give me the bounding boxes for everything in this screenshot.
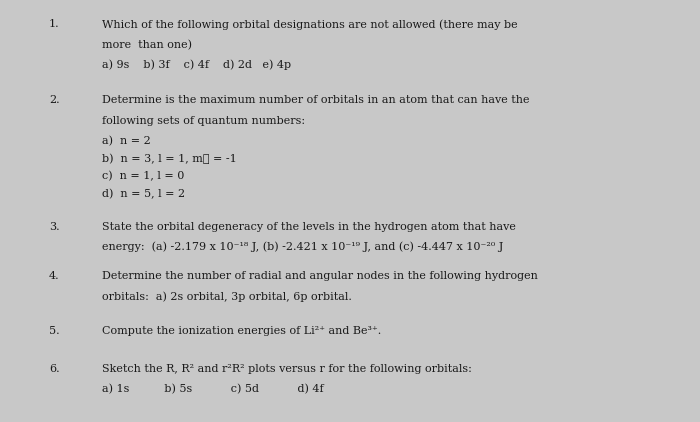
Text: 2.: 2. [49, 95, 60, 105]
Text: 1.: 1. [49, 19, 60, 29]
Text: Determine the number of radial and angular nodes in the following hydrogen: Determine the number of radial and angul… [102, 271, 538, 281]
Text: 3.: 3. [49, 222, 60, 232]
Text: Which of the following orbital designations are not allowed (there may be: Which of the following orbital designati… [102, 19, 517, 30]
Text: State the orbital degeneracy of the levels in the hydrogen atom that have: State the orbital degeneracy of the leve… [102, 222, 515, 232]
Text: a)  n = 2: a) n = 2 [102, 136, 150, 146]
Text: Determine is the maximum number of orbitals in an atom that can have the: Determine is the maximum number of orbit… [102, 95, 529, 105]
Text: following sets of quantum numbers:: following sets of quantum numbers: [102, 116, 304, 126]
Text: b)  n = 3, l = 1, mℓ = -1: b) n = 3, l = 1, mℓ = -1 [102, 154, 237, 164]
Text: orbitals:  a) 2s orbital, 3p orbital, 6p orbital.: orbitals: a) 2s orbital, 3p orbital, 6p … [102, 291, 351, 302]
Text: Sketch the R, R² and r²R² plots versus r for the following orbitals:: Sketch the R, R² and r²R² plots versus r… [102, 364, 471, 374]
Text: a) 1s          b) 5s           c) 5d           d) 4f: a) 1s b) 5s c) 5d d) 4f [102, 384, 323, 394]
Text: a) 9s    b) 3f    c) 4f    d) 2d   e) 4p: a) 9s b) 3f c) 4f d) 2d e) 4p [102, 60, 290, 70]
Text: 4.: 4. [49, 271, 60, 281]
Text: c)  n = 1, l = 0: c) n = 1, l = 0 [102, 171, 184, 182]
Text: more  than one): more than one) [102, 40, 192, 50]
Text: energy:  (a) -2.179 x 10⁻¹⁸ J, (b) -2.421 x 10⁻¹⁹ J, and (c) -4.447 x 10⁻²⁰ J: energy: (a) -2.179 x 10⁻¹⁸ J, (b) -2.421… [102, 242, 503, 252]
Text: 6.: 6. [49, 364, 60, 374]
Text: Compute the ionization energies of Li²⁺ and Be³⁺.: Compute the ionization energies of Li²⁺ … [102, 326, 381, 336]
Text: 5.: 5. [49, 326, 60, 336]
Text: d)  n = 5, l = 2: d) n = 5, l = 2 [102, 189, 185, 200]
